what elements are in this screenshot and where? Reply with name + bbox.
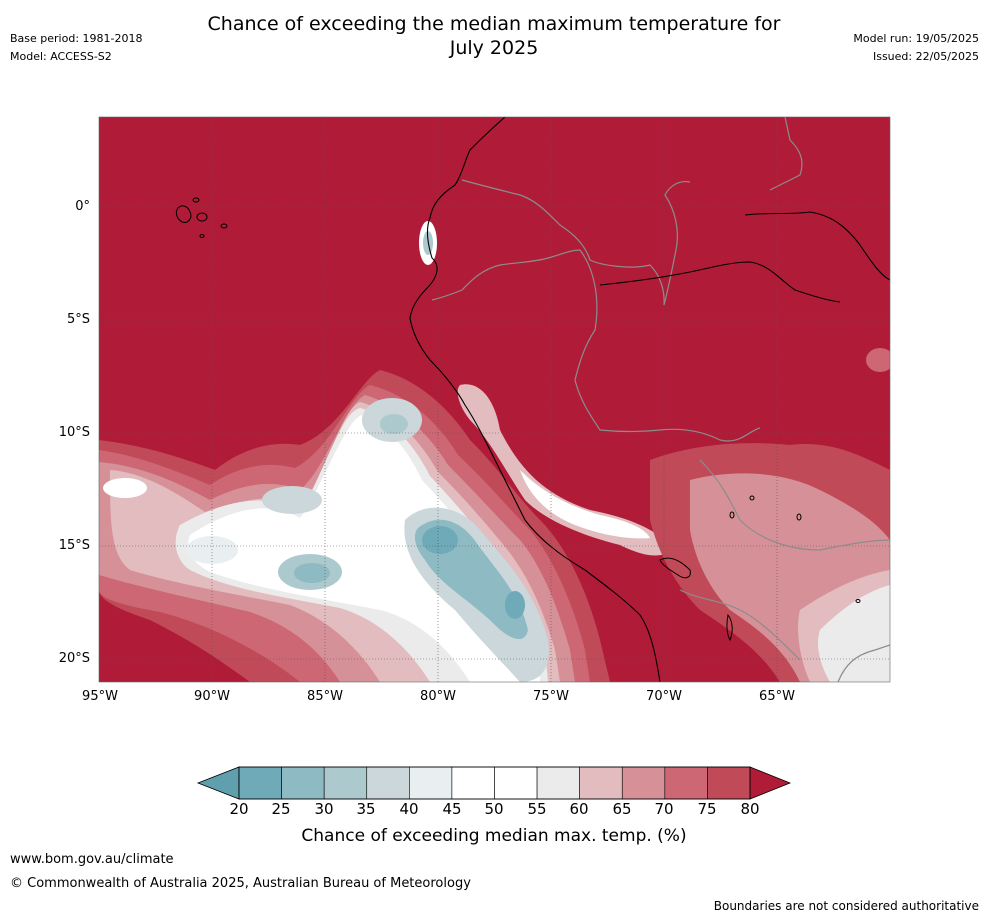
footer-url[interactable]: www.bom.gov.au/climate (10, 852, 174, 867)
colorbar-tick: 70 (654, 800, 674, 818)
lat-label-0: 0° (75, 199, 90, 214)
colorbar-bin (409, 766, 453, 800)
contour-55-east (818, 585, 890, 682)
colorbar-bin (579, 766, 623, 800)
lat-label-10s: 10°S (58, 425, 90, 440)
colorbar-tick: 20 (229, 800, 249, 818)
issued-date: Issued: 22/05/2025 (872, 50, 979, 63)
lon-label-75w: 75°W (533, 689, 569, 704)
model-run: Model run: 19/05/2025 (853, 32, 979, 45)
contour-20-b (505, 591, 525, 619)
contour-50-west (188, 415, 540, 682)
colorbar-bin (366, 766, 410, 800)
title-line-2: July 2025 (449, 37, 539, 59)
colorbar-tick: 25 (271, 800, 291, 818)
colorbar-bins (238, 766, 751, 800)
colorbar-tick: 30 (314, 800, 334, 818)
footer-copyright: © Commonwealth of Australia 2025, Austra… (10, 876, 471, 891)
lat-label-15s: 15°S (58, 538, 90, 553)
lat-label-20s: 20°S (58, 651, 90, 666)
colorbar-tick: 80 (740, 800, 760, 818)
colorbar-bin (238, 766, 282, 800)
contour-coastal-white (520, 470, 650, 539)
colorbar-tick: 40 (399, 800, 419, 818)
colorbar-tick: 55 (527, 800, 547, 818)
lon-label-80w: 80°W (420, 689, 456, 704)
colorbar-tick: 65 (612, 800, 632, 818)
lat-label-5s: 5°S (66, 312, 90, 327)
colorbar-bin (621, 766, 666, 800)
colorbar-bin (664, 766, 708, 800)
contour-30-b (380, 414, 408, 434)
lon-label-65w: 65°W (759, 689, 795, 704)
colorbar-tick: 50 (484, 800, 504, 818)
colorbar-high-extend (749, 766, 792, 800)
islands (175, 197, 861, 642)
meta-left: Base period: 1981-2018 Model: ACCESS-S2 (10, 30, 142, 66)
title-line-1: Chance of exceeding the median maximum t… (207, 13, 781, 35)
map-frame (98, 116, 891, 683)
map-title: Chance of exceeding the median maximum t… (0, 12, 988, 60)
contour-35-a (262, 486, 322, 514)
colorbar-low-extend (196, 766, 240, 800)
colorbar-bin (281, 766, 325, 800)
colorbar-bin (494, 766, 538, 800)
lon-label-85w: 85°W (307, 689, 343, 704)
contour-east-spot (866, 348, 890, 372)
country-borders (431, 117, 890, 682)
colorbar-bin (536, 766, 580, 800)
contour-coastal-band (457, 384, 672, 556)
model-name: Model: ACCESS-S2 (10, 50, 112, 63)
coastlines (409, 117, 890, 682)
colorbar-tick: 60 (569, 800, 589, 818)
contour-west-pocket (103, 478, 147, 498)
colorbar-tick: 75 (697, 800, 717, 818)
lon-label-70w: 70°W (646, 689, 682, 704)
lon-label-90w: 90°W (194, 689, 230, 704)
colorbar-tick: 45 (442, 800, 462, 818)
colorbar (196, 766, 792, 800)
lon-label-95w: 95°W (82, 689, 118, 704)
colorbar-bin (323, 766, 368, 800)
colorbar-bin (451, 766, 495, 800)
colorbar-bin (707, 766, 751, 800)
colorbar-tick: 35 (356, 800, 376, 818)
contour-20-a (422, 526, 458, 554)
colorbar-label: Chance of exceeding median max. temp. (%… (301, 826, 687, 846)
base-period: Base period: 1981-2018 (10, 32, 143, 45)
contour-25-a (294, 563, 330, 583)
footer-disclaimer: Boundaries are not considered authoritat… (713, 899, 979, 913)
graticule (99, 117, 890, 682)
colorbar-frame (238, 766, 751, 800)
map-plot-area (99, 117, 890, 682)
meta-right: Model run: 19/05/2025 Issued: 22/05/2025 (853, 30, 979, 66)
